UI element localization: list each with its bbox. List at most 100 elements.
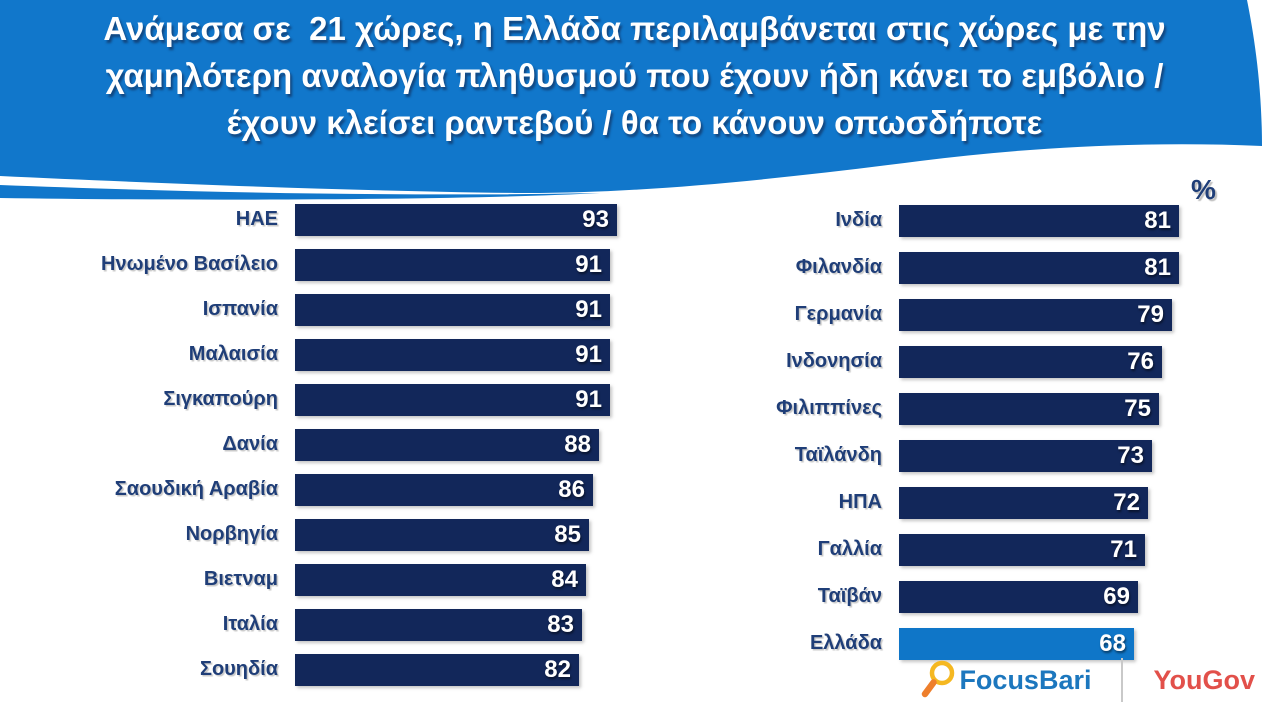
bar-track: 84	[295, 563, 645, 596]
bar-row: Μαλαισία 91	[63, 332, 645, 377]
bar: 84	[295, 563, 586, 596]
bar-track: 81	[899, 251, 1249, 284]
bar-value: 91	[575, 385, 602, 413]
bar-track: 91	[295, 383, 645, 416]
bar-row: Φιλιππίνες 75	[763, 385, 1249, 432]
country-label: Σιγκαπούρη	[163, 388, 278, 410]
bar-value: 83	[547, 610, 574, 638]
bar-value: 73	[1117, 441, 1144, 469]
country-label: Μαλαισία	[188, 343, 278, 365]
bar: 73	[899, 439, 1152, 472]
country-label: Ταϊλάνδη	[794, 444, 882, 466]
bar: 91	[295, 248, 610, 281]
title-line-1: Ανάμεσα σε 21 χώρες, η Ελλάδα περιλαμβάν…	[103, 10, 1166, 47]
country-label: Ηνωμένο Βασίλειο	[101, 253, 278, 275]
bar-row: Ταϊβάν 69	[763, 573, 1249, 620]
bar-value: 93	[582, 205, 609, 233]
bar: 83	[295, 608, 582, 641]
bar-track: 86	[295, 473, 645, 506]
country-label: Ινδονησία	[786, 350, 882, 372]
bar-row: Σιγκαπούρη 91	[63, 377, 645, 422]
bar: 82	[295, 653, 579, 686]
focusbari-logo: FocusBari	[919, 659, 1091, 701]
magnifier-icon	[922, 660, 955, 698]
bar-value: 85	[554, 520, 581, 548]
title-line-3: έχουν κλείσει ραντεβού / θα το κάνουν οπ…	[226, 104, 1043, 141]
bar-track: 88	[295, 428, 645, 461]
bar-track: 71	[899, 533, 1249, 566]
bar: 76	[899, 345, 1162, 378]
bar-value: 91	[575, 250, 602, 278]
page-title: Ανάμεσα σε 21 χώρες, η Ελλάδα περιλαμβάν…	[0, 5, 1269, 146]
country-label: Σαουδική Αραβία	[114, 478, 278, 500]
bar-row: Ελλάδα 68	[763, 620, 1249, 667]
bar: 93	[295, 203, 617, 236]
bar: 75	[899, 392, 1159, 425]
bar-track: 93	[295, 203, 645, 236]
bar-row: Φιλανδία 81	[763, 244, 1249, 291]
focusbari-label: FocusBari	[959, 664, 1092, 695]
bar: 79	[899, 298, 1172, 331]
bar: 91	[295, 293, 610, 326]
country-label: Σουηδία	[199, 658, 278, 680]
bar: 81	[899, 204, 1179, 237]
bar-value: 71	[1110, 535, 1137, 563]
header-wave-wedge	[0, 185, 600, 200]
bar-value: 86	[558, 475, 585, 503]
bar-value: 84	[551, 565, 578, 593]
logo-divider	[1121, 658, 1124, 702]
bar-track: 76	[899, 345, 1249, 378]
bar-track: 91	[295, 293, 645, 326]
country-label: Γερμανία	[794, 303, 882, 325]
bar: 72	[899, 486, 1148, 519]
bar-row: Νορβηγία 85	[63, 512, 645, 557]
bar-row: Βιετναμ 84	[63, 557, 645, 602]
bar-row: Ισπανία 91	[63, 287, 645, 332]
bar-value: 81	[1144, 206, 1171, 234]
bar-value: 91	[575, 295, 602, 323]
bar-row: Γαλλία 71	[763, 526, 1249, 573]
bar-row: Ινδία 81	[763, 197, 1249, 244]
bar-value: 68	[1099, 629, 1126, 657]
bar-row: ΗΑΕ 93	[63, 197, 645, 242]
bar-value: 88	[564, 430, 591, 458]
bar-value: 75	[1124, 394, 1151, 422]
country-label: Ισπανία	[202, 298, 278, 320]
bar-column-left: ΗΑΕ 93 Ηνωμένο Βασίλειο 91 Ισπανία 91 Μαλαισία…	[63, 197, 645, 692]
country-label: Δανία	[222, 433, 278, 455]
bar-value: 76	[1127, 347, 1154, 375]
bar-value: 81	[1144, 253, 1171, 281]
bar: 81	[899, 251, 1179, 284]
bar-row: Ινδονησία 76	[763, 338, 1249, 385]
bar-row: Σαουδική Αραβία 86	[63, 467, 645, 512]
bar: 85	[295, 518, 589, 551]
bar-highlight: 68	[899, 627, 1134, 660]
bar-row: Γερμανία 79	[763, 291, 1249, 338]
bar: 69	[899, 580, 1138, 613]
bar-row: Σουηδία 82	[63, 647, 645, 692]
country-label: Φιλανδία	[795, 256, 882, 278]
bar-track: 83	[295, 608, 645, 641]
country-label: Ελλάδα	[809, 632, 882, 654]
bar-track: 75	[899, 392, 1249, 425]
country-label: ΗΠΑ	[838, 491, 882, 513]
bar-track: 69	[899, 580, 1249, 613]
bar-track: 79	[899, 298, 1249, 331]
header-wave	[0, 0, 1262, 200]
country-label: Ινδία	[835, 209, 882, 231]
bar-value: 91	[575, 340, 602, 368]
bar-value: 82	[544, 655, 571, 683]
country-label: Βιετναμ	[203, 568, 278, 590]
bar-track: 91	[295, 248, 645, 281]
bar-row: Ταϊλάνδη 73	[763, 432, 1249, 479]
bar-column-right: Ινδία 81 Φιλανδία 81 Γερμανία 79 Ινδονησία 76 Φι…	[763, 197, 1249, 667]
country-label: Ιταλία	[222, 613, 278, 635]
bar-track: 68	[899, 627, 1249, 660]
bar: 91	[295, 338, 610, 371]
bar-value: 69	[1103, 582, 1130, 610]
bar: 88	[295, 428, 599, 461]
bar-row: Δανία 88	[63, 422, 645, 467]
percent-unit-label: %	[1191, 174, 1216, 205]
country-label: ΗΑΕ	[235, 208, 278, 230]
